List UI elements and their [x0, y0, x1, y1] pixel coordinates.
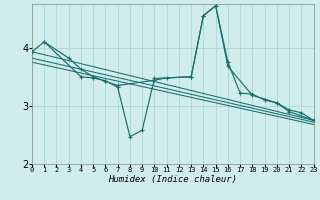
X-axis label: Humidex (Indice chaleur): Humidex (Indice chaleur)	[108, 175, 237, 184]
